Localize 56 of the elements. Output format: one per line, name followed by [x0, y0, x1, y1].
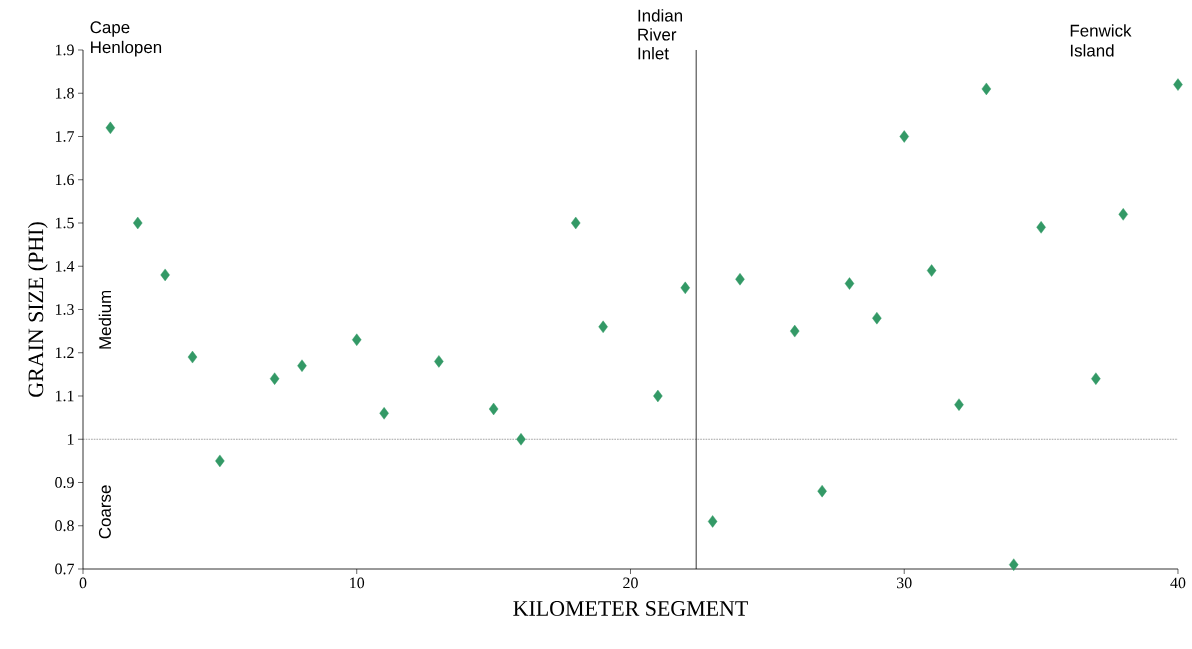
annotation: Cape Henlopen: [90, 21, 162, 57]
point: [926, 264, 937, 277]
point: [571, 216, 581, 230]
point: [133, 216, 143, 230]
point: [187, 350, 198, 364]
point: [434, 355, 444, 368]
point: [352, 333, 362, 346]
point: [707, 515, 718, 528]
point: [105, 121, 116, 135]
y-tick-label: 0.9: [55, 477, 74, 488]
y-tick-label: 1.2: [55, 347, 74, 359]
y-tick-label: 1.9: [55, 44, 74, 56]
x-tick-label: 30: [897, 577, 912, 589]
y-tick-label: 1.8: [55, 87, 74, 99]
point: [1036, 221, 1046, 234]
point: [598, 320, 608, 333]
point: [844, 277, 855, 290]
y-tick-label: 1.3: [55, 304, 74, 315]
point: [215, 454, 225, 468]
x-tick-label: 40: [1170, 577, 1186, 589]
x-tick-label: 20: [623, 577, 638, 589]
y-axis-title: GRAIN SIZE (PHI): [27, 222, 48, 397]
point: [954, 398, 964, 411]
point: [817, 484, 827, 498]
y-tick-label: 1.4: [55, 260, 75, 272]
y-tick-label: 1.7: [55, 131, 75, 142]
y-tick-label: 0.7: [55, 563, 75, 575]
annotation: Coarse: [98, 485, 111, 539]
point: [790, 324, 800, 338]
point: [516, 433, 526, 446]
point: [1009, 558, 1019, 571]
point: [735, 273, 745, 286]
point: [981, 82, 992, 96]
y-tick-label: 1.5: [55, 217, 74, 229]
point: [269, 372, 280, 385]
ref-line-label: Indian River Inlet: [638, 9, 683, 60]
point: [1091, 372, 1101, 385]
annotation: Fenwick Island: [1070, 24, 1132, 57]
point: [680, 281, 690, 295]
point: [872, 311, 882, 325]
annotation: Medium: [98, 290, 112, 349]
point: [899, 130, 909, 143]
x-tick-label: 10: [350, 577, 365, 589]
x-axis-title: KILOMETER SEGMENT: [513, 601, 748, 616]
y-tick-label: 1.1: [55, 390, 74, 402]
point: [488, 402, 499, 416]
y-tick-label: 1: [67, 433, 74, 445]
y-tick-label: 1.6: [55, 174, 75, 186]
x-tick-label: 0: [79, 577, 87, 589]
point: [1173, 78, 1183, 91]
point: [160, 268, 170, 282]
point: [379, 407, 389, 420]
point: [1118, 208, 1128, 221]
point: [653, 389, 663, 403]
y-tick-label: 0.8: [55, 520, 74, 532]
point: [297, 359, 307, 372]
